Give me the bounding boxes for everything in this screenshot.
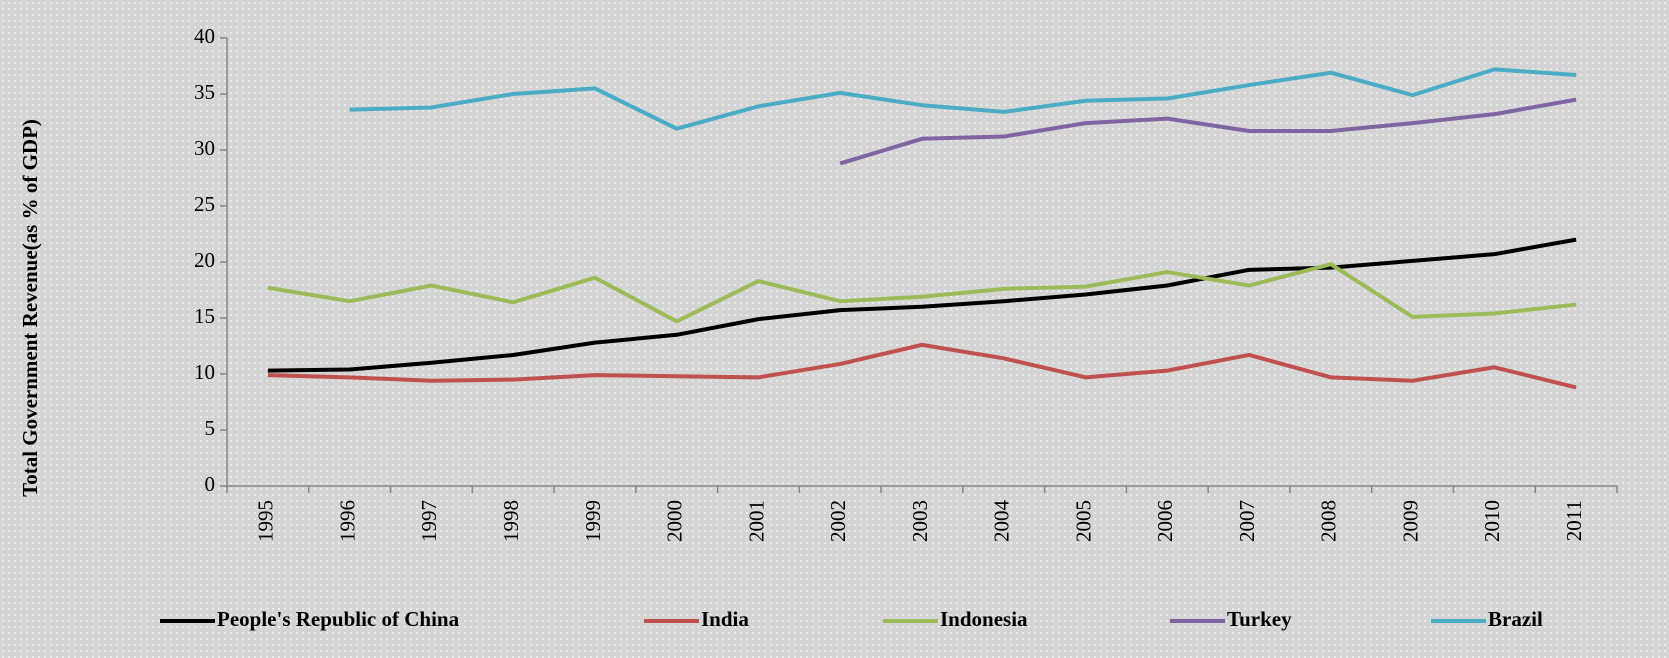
x-tick-label: 2010 <box>1480 500 1504 542</box>
x-tick-label: 2006 <box>1153 500 1177 542</box>
x-tick-label: 1996 <box>335 500 359 542</box>
y-tick-label: 0 <box>205 472 216 496</box>
x-tick-label: 1999 <box>581 500 605 542</box>
x-tick-label: 2009 <box>1398 500 1422 542</box>
y-tick-label: 30 <box>194 136 215 160</box>
x-tick-label: 2001 <box>744 500 768 542</box>
x-tick-label: 2003 <box>908 500 932 542</box>
x-tick-label: 2000 <box>663 500 687 542</box>
series-line <box>267 342 1577 390</box>
legend-label: Indonesia <box>940 607 1028 631</box>
x-tick-label: 2008 <box>1317 500 1341 542</box>
y-tick-label: 40 <box>194 24 215 48</box>
x-tick-label: 1997 <box>417 500 441 542</box>
x-tick-label: 1998 <box>499 500 523 542</box>
legend-label: People's Republic of China <box>217 607 460 631</box>
series-line <box>349 67 1577 131</box>
y-tick-label: 5 <box>205 416 216 440</box>
x-tick-label: 2005 <box>1071 500 1095 542</box>
series-line <box>267 262 1577 324</box>
y-tick-label: 25 <box>194 192 215 216</box>
y-tick-label: 20 <box>194 248 215 272</box>
legend-label: Brazil <box>1488 607 1543 631</box>
x-tick-label: 2004 <box>990 500 1014 543</box>
x-tick-label: 2011 <box>1562 500 1586 541</box>
y-axis-label: Total Government Revenue(as % of GDP) <box>18 119 42 497</box>
y-tick-label: 35 <box>194 80 215 104</box>
y-tick-label: 15 <box>194 304 215 328</box>
legend-label: India <box>701 607 749 631</box>
x-tick-label: 2002 <box>826 500 850 542</box>
x-tick-label: 2007 <box>1235 500 1259 542</box>
y-tick-label: 10 <box>194 360 215 384</box>
x-tick-label: 1995 <box>254 500 278 542</box>
series-line <box>267 237 1577 373</box>
legend-label: Turkey <box>1227 607 1292 631</box>
series-line <box>839 97 1577 166</box>
